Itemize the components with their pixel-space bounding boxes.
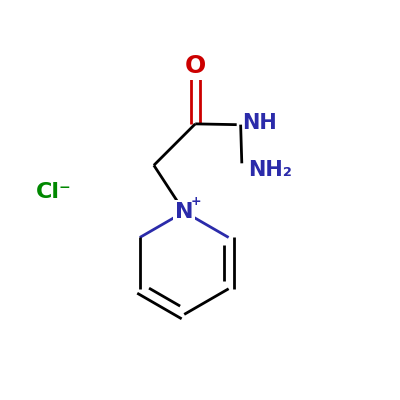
Text: +: + xyxy=(191,196,201,208)
Text: NH₂: NH₂ xyxy=(248,160,292,180)
Text: N: N xyxy=(175,202,194,222)
Text: NH: NH xyxy=(242,113,277,133)
Text: O: O xyxy=(185,54,206,78)
Text: Cl⁻: Cl⁻ xyxy=(36,182,72,202)
